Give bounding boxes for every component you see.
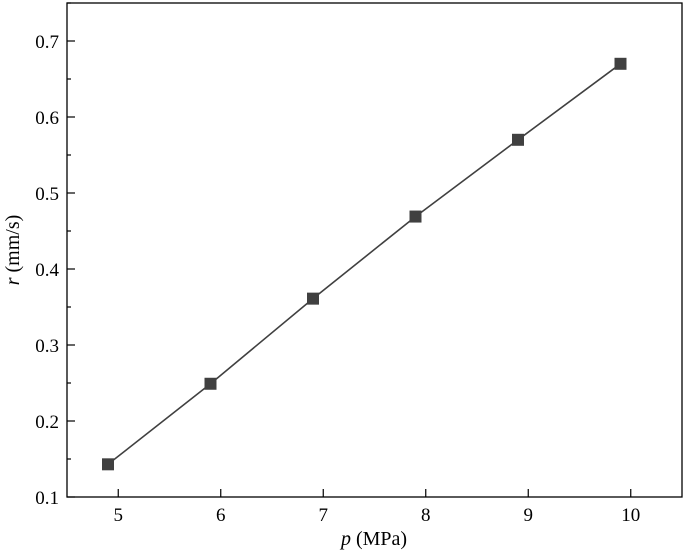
x-tick-label: 6	[216, 505, 226, 526]
data-point-marker	[409, 210, 422, 223]
data-point-marker	[512, 133, 524, 146]
y-tick-label: 0.6	[35, 108, 59, 129]
x-tick-label: 10	[621, 505, 640, 526]
x-axis-ticks: 5 6 7 8 9 10	[114, 489, 640, 526]
y-tick-label: 0.1	[35, 488, 59, 509]
x-tick-label: 7	[319, 505, 329, 526]
y-tick-label: 0.3	[35, 336, 59, 357]
y-tick-label: 0.4	[35, 260, 59, 281]
data-point-marker	[614, 57, 627, 70]
data-series	[102, 57, 627, 471]
y-axis-ticks: 0.1 0.2 0.3 0.4 0.5 0.6 0.7	[35, 2, 75, 509]
plot-frame	[66, 2, 683, 498]
data-point-marker	[204, 377, 217, 390]
y-tick-label: 0.7	[35, 32, 59, 53]
data-point-marker	[307, 292, 319, 305]
x-tick-label: 8	[421, 505, 431, 526]
y-tick-label: 0.2	[35, 412, 59, 433]
data-point-marker	[102, 458, 114, 471]
x-axis-label: p (MPa)	[339, 528, 407, 550]
y-axis-label: r (mm/s)	[2, 215, 24, 286]
series-line	[107, 63, 621, 465]
x-tick-label: 9	[524, 505, 534, 526]
y-tick-label: 0.5	[35, 184, 59, 205]
x-tick-label: 5	[114, 505, 124, 526]
